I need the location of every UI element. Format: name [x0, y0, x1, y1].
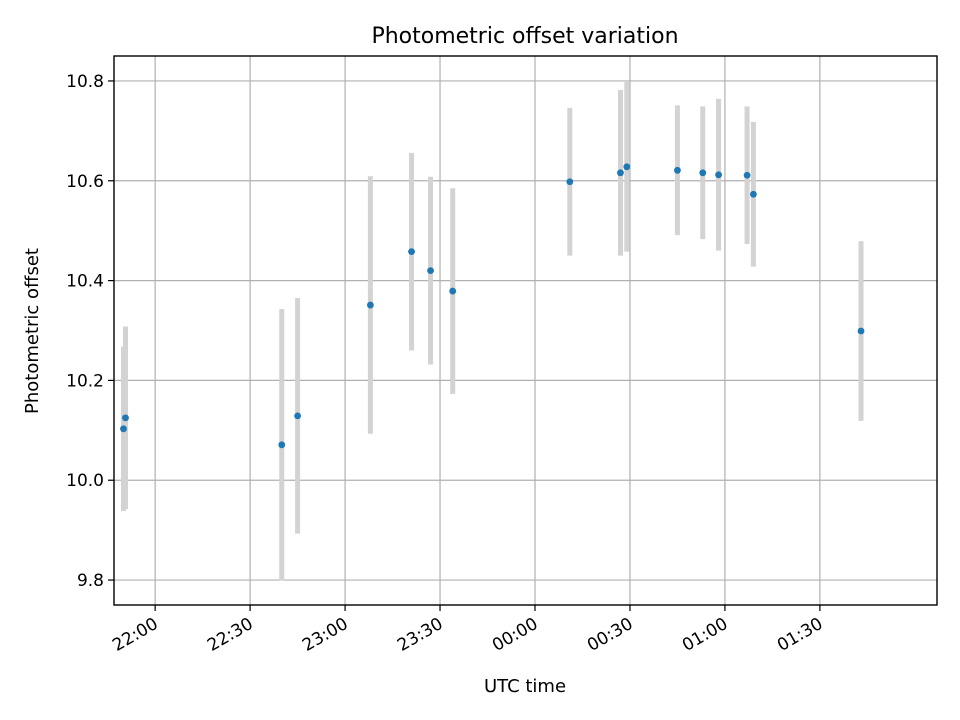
data-point — [566, 178, 574, 186]
data-point — [617, 169, 624, 177]
data-point — [623, 163, 631, 171]
data-point — [750, 190, 757, 198]
chart-title: Photometric offset variation — [371, 24, 678, 49]
x-tick-label: 01:00 — [679, 614, 731, 656]
data-point — [427, 267, 434, 275]
data-point — [408, 248, 415, 256]
y-tick-label: 10.6 — [66, 172, 104, 192]
data-point — [294, 412, 301, 420]
data-point — [715, 171, 722, 179]
data-point — [743, 171, 751, 179]
data-point — [122, 414, 129, 422]
x-tick-label: 22:00 — [109, 614, 161, 656]
y-tick-label: 10.2 — [66, 371, 104, 391]
error-bars — [120, 81, 864, 581]
data-point — [366, 301, 374, 309]
x-tick-label: 00:30 — [584, 614, 636, 656]
data-point — [120, 425, 127, 433]
data-point — [449, 287, 457, 295]
x-axis-label: UTC time — [484, 676, 566, 697]
data-point — [674, 166, 681, 174]
x-tick-label: 01:30 — [774, 614, 826, 656]
data-points — [120, 163, 865, 449]
data-point — [699, 169, 707, 177]
axis-ticks: 22:00 22:30 23:00 23:30 00:00 00:30 01:00 01:30… — [66, 72, 826, 656]
y-tick-label: 10.0 — [66, 471, 104, 491]
data-point — [857, 327, 865, 335]
x-tick-label: 23:00 — [299, 614, 351, 656]
x-tick-label: 22:30 — [204, 614, 256, 656]
y-tick-label: 10.8 — [66, 72, 104, 92]
grid — [114, 56, 937, 605]
y-tick-label: 9.8 — [77, 571, 104, 591]
y-axis-label: Photometric offset — [22, 248, 43, 414]
data-point — [278, 441, 286, 449]
x-tick-label: 23:30 — [394, 614, 446, 656]
plot-frame — [113, 55, 938, 606]
x-tick-label: 00:00 — [489, 614, 541, 656]
y-tick-label: 10.4 — [66, 272, 104, 292]
